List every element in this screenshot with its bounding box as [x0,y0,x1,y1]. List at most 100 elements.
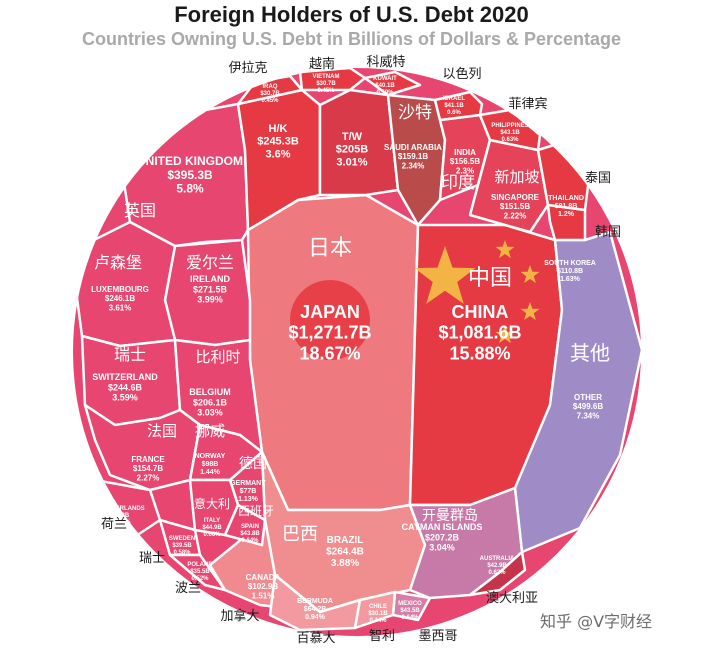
label-luxembourg-name: LUXEMBOURG [91,285,149,294]
cell-poland [168,553,227,592]
label-bermuda-pct: 0.94% [305,614,326,621]
label-thailand-value: $81.8B [555,203,578,210]
label-brazil-zh: 巴西 [282,524,318,544]
label-bermuda-name: BERMUDA [297,598,333,605]
label-vietnam-name: VIETNAM [313,74,340,80]
outside-label-7: 荷兰 [101,516,127,531]
label-norway-zh: 挪威 [195,423,225,440]
label-israel-value: $41.1B [444,103,464,109]
label-switzerland-value: $244.6B [108,382,143,392]
label-netherlands-value: $52B [115,513,130,519]
label-mexico-name: MEXICO [398,601,422,607]
label-saudi-arabia-pct: 2.34% [402,161,425,170]
label-united-kingdom-zh: 英国 [124,202,156,220]
label-india-value: $156.5B [450,157,480,166]
china-flag-star-small-2 [520,265,540,284]
cell-israel [433,90,484,122]
outside-label-14: 澳大利亚 [486,590,538,605]
label-belgium-value: $206.1B [193,397,228,407]
outside-label-2: 科威特 [366,54,405,69]
outside-label-11: 百慕大 [296,630,335,645]
label-poland-value: $35.5B [190,569,210,575]
label-vietnam-value: $30.7B [316,81,336,87]
label-singapore-name: SINGAPORE [491,193,540,202]
label-singapore-pct: 2.22% [504,211,527,220]
china-flag-star-small-1 [495,240,515,259]
label-canada-pct: 1.51% [252,591,275,600]
label-philippines-pct: 0.63% [501,137,519,143]
label-china-pct: 15.88% [449,343,510,363]
label-australia-name: AUSTRALIA [480,556,515,562]
label-italy-value: $44.9B [202,525,222,531]
label-india-zh: 印度 [441,173,475,192]
label-belgium-pct: 3.03% [197,408,223,418]
label-philippines-name: PHILIPPINES [491,123,528,129]
label-israel-name: ISRAEL [443,96,465,102]
label-germany-zh: 德国 [239,455,267,471]
label-iraq-pct: 0.45% [261,98,279,104]
label-other-value: $499.6B [573,402,603,411]
label-france-name: FRANCE [131,455,165,464]
label-norway-name: NORWAY [195,453,226,460]
outside-label-0: 伊拉克 [228,60,267,75]
label-belgium-name: BELGIUM [189,387,231,397]
label-t-w-pct: 3.01% [336,156,367,168]
label-france-pct: 2.27% [137,473,160,482]
label-ireland-name: IRELAND [190,274,230,284]
label-kuwait-name: KUWAIT [373,76,397,82]
cell-spain [223,503,267,547]
label-switzerland-name: SWITZERLAND [92,372,158,382]
label-belgium-zh: 比利时 [195,349,240,366]
label-united-kingdom-pct: 5.8% [176,182,204,196]
label-japan-name: JAPAN [300,302,360,322]
label-germany-pct: 1.13% [238,496,259,503]
label-h-k-name: H/K [269,123,288,135]
label-spain-name: SPAIN [241,524,259,530]
label-saudi-arabia-name: SAUDI ARABIA [384,143,442,152]
outside-label-12: 智利 [369,628,395,643]
label-japan-zh: 日本 [308,235,352,260]
label-philippines-value: $43.1B [500,130,520,136]
cell-vietnam [298,67,367,92]
label-switzerland-pct: 3.59% [112,393,138,403]
chart-subtitle: Countries Owning U.S. Debt in Billions o… [81,29,622,49]
chart-title: Foreign Holders of U.S. Debt 2020 [174,2,529,27]
label-canada-value: $102.9B [248,582,278,591]
label-singapore-zh: 新加坡 [494,169,539,186]
label-germany-name: GERMANY [230,480,266,487]
label-australia-value: $42.9B [487,563,507,569]
label-ireland-value: $271.5B [193,284,228,294]
outside-label-4: 菲律宾 [508,96,547,111]
outside-label-9: 波兰 [175,580,201,595]
label-cayman-islands-pct: 3.04% [429,543,455,553]
outside-label-8: 瑞士 [139,550,165,565]
outside-label-1: 越南 [309,56,335,71]
japan-flag-sun [290,280,370,360]
cell-kuwait [363,70,422,97]
label-kuwait-value: $40.1B [375,83,395,89]
label-italy-pct: 0.66% [203,532,221,538]
label-united-kingdom-name: UNITED KINGDOM [137,154,243,168]
label-mexico-pct: 0.64% [401,615,419,621]
label-netherlands-pct: 0.76% [113,520,131,526]
label-brazil-pct: 3.88% [331,558,359,569]
label-vietnam-pct: 0.45% [317,88,335,94]
label-kuwait-pct: 0.59% [376,90,394,96]
label-germany-value: $77B [240,488,257,495]
label-sweden-value: $39.5B [172,543,192,549]
label-t-w-name: T/W [342,131,363,143]
label-iraq-value: $30.7B [260,91,280,97]
china-flag-star-small-4 [495,325,515,344]
label-china-name: CHINA [452,302,509,322]
outside-label-5: 泰国 [585,170,611,185]
label-australia-pct: 0.63% [488,570,506,576]
outside-label-10: 加拿大 [220,608,259,623]
label-sweden-pct: 0.58% [173,550,191,556]
label-luxembourg-pct: 3.61% [109,303,132,312]
label-t-w-value: $205B [336,144,368,156]
label-chile-name: CHILE [369,604,387,610]
outside-label-13: 墨西哥 [418,628,457,643]
